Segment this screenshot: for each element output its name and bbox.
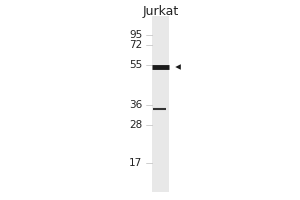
Text: 55: 55 — [129, 60, 142, 70]
Text: 36: 36 — [129, 100, 142, 110]
Text: 28: 28 — [129, 120, 142, 130]
Bar — [152, 16, 169, 192]
Text: 72: 72 — [129, 40, 142, 50]
Text: 17: 17 — [129, 158, 142, 168]
Text: Jurkat: Jurkat — [142, 4, 178, 18]
Text: 95: 95 — [129, 30, 142, 40]
